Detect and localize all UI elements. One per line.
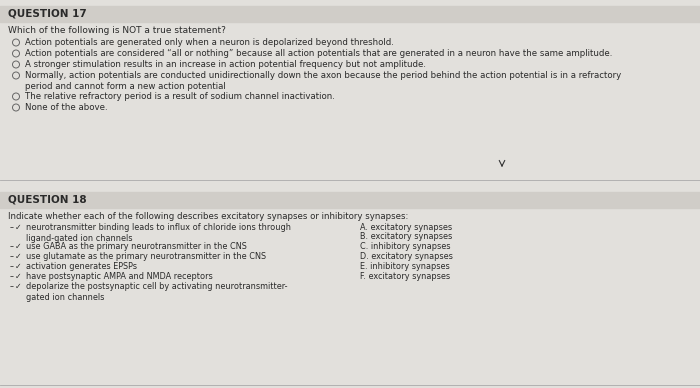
Text: ✓: ✓ bbox=[15, 262, 22, 271]
Text: Indicate whether each of the following describes excitatory synapses or inhibito: Indicate whether each of the following d… bbox=[8, 212, 408, 221]
Text: ✓: ✓ bbox=[15, 242, 22, 251]
Text: ✓: ✓ bbox=[15, 282, 22, 291]
Text: F. excitatory synapses: F. excitatory synapses bbox=[360, 272, 450, 281]
Text: ✓: ✓ bbox=[15, 252, 22, 261]
Text: QUESTION 17: QUESTION 17 bbox=[8, 9, 87, 19]
Text: ✓: ✓ bbox=[15, 272, 22, 281]
Text: A. excitatory synapses: A. excitatory synapses bbox=[360, 223, 452, 232]
Text: Which of the following is NOT a true statement?: Which of the following is NOT a true sta… bbox=[8, 26, 226, 35]
Text: QUESTION 18: QUESTION 18 bbox=[8, 195, 87, 205]
Text: neurotransmitter binding leads to influx of chloride ions through
ligand-gated i: neurotransmitter binding leads to influx… bbox=[26, 223, 291, 243]
Text: Action potentials are generated only when a neuron is depolarized beyond thresho: Action potentials are generated only whe… bbox=[25, 38, 394, 47]
Text: A stronger stimulation results in an increase in action potential frequency but : A stronger stimulation results in an inc… bbox=[25, 60, 426, 69]
Text: –: – bbox=[10, 242, 14, 251]
Text: use glutamate as the primary neurotransmitter in the CNS: use glutamate as the primary neurotransm… bbox=[26, 252, 266, 261]
Text: –: – bbox=[10, 223, 14, 232]
Text: E. inhibitory synapses: E. inhibitory synapses bbox=[360, 262, 449, 271]
Text: Action potentials are considered “all or nothing” because all action potentials : Action potentials are considered “all or… bbox=[25, 49, 612, 58]
Text: ✓: ✓ bbox=[15, 223, 22, 232]
Text: activation generates EPSPs: activation generates EPSPs bbox=[26, 262, 137, 271]
Text: The relative refractory period is a result of sodium channel inactivation.: The relative refractory period is a resu… bbox=[25, 92, 335, 101]
Text: –: – bbox=[10, 252, 14, 261]
Text: –: – bbox=[10, 262, 14, 271]
Text: None of the above.: None of the above. bbox=[25, 103, 108, 112]
Text: use GABA as the primary neurotransmitter in the CNS: use GABA as the primary neurotransmitter… bbox=[26, 242, 247, 251]
Text: Normally, action potentials are conducted unidirectionally down the axon because: Normally, action potentials are conducte… bbox=[25, 71, 622, 91]
Text: depolarize the postsynaptic cell by activating neurotransmitter-
gated ion chann: depolarize the postsynaptic cell by acti… bbox=[26, 282, 288, 302]
Text: –: – bbox=[10, 282, 14, 291]
Text: –: – bbox=[10, 272, 14, 281]
Text: have postsynaptic AMPA and NMDA receptors: have postsynaptic AMPA and NMDA receptor… bbox=[26, 272, 213, 281]
Text: B. excitatory synapses: B. excitatory synapses bbox=[360, 232, 452, 241]
Text: D. excitatory synapses: D. excitatory synapses bbox=[360, 252, 453, 261]
Text: C. inhibitory synapses: C. inhibitory synapses bbox=[360, 242, 451, 251]
